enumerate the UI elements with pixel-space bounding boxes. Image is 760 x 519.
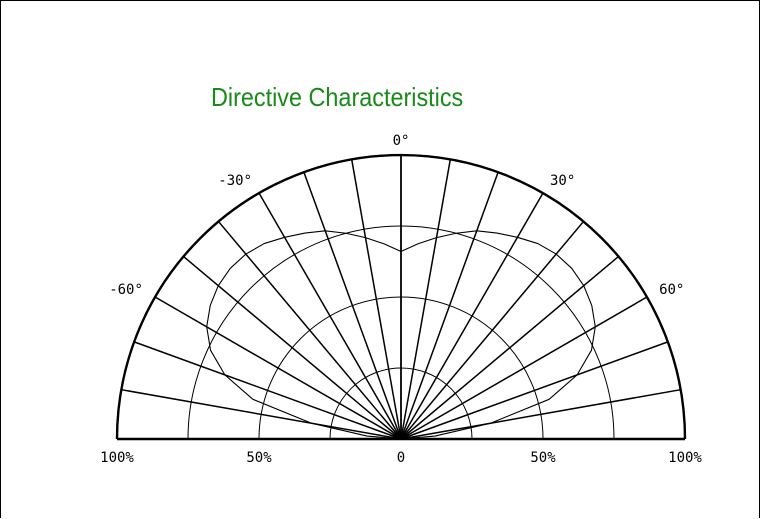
- intensity-curve: [206, 230, 596, 440]
- grid-spoke: [303, 171, 402, 440]
- grid-spoke: [350, 159, 402, 440]
- angle-label: 0°: [393, 133, 410, 149]
- radius-label: 0: [397, 450, 405, 466]
- grid-spoke: [182, 255, 402, 440]
- chart-title: Directive Characteristics: [211, 82, 464, 112]
- grid-spoke: [154, 296, 402, 440]
- grid-spoke: [258, 192, 402, 440]
- grid-spoke: [400, 171, 499, 440]
- radius-label: 100%: [668, 450, 702, 466]
- grid-spoke: [400, 255, 620, 440]
- grid-spoke: [400, 159, 452, 440]
- grid-spokes: [121, 155, 681, 440]
- radius-label: 50%: [246, 450, 272, 466]
- grid-spoke: [217, 220, 402, 440]
- grid-spoke: [400, 296, 648, 440]
- angle-label: -60°: [109, 282, 143, 298]
- angle-label: 30°: [550, 173, 575, 189]
- labels-layer: 0° -30° 30° -60° 60° 100% 50% 0 50% 100%: [100, 133, 702, 466]
- series-layer: [206, 230, 596, 440]
- angle-label: 60°: [659, 282, 684, 298]
- grid-spoke: [121, 388, 402, 440]
- grid-spoke: [400, 388, 681, 440]
- radius-label: 100%: [100, 450, 134, 466]
- angle-label: -30°: [218, 173, 252, 189]
- grid-spoke: [400, 192, 544, 440]
- radius-label: 50%: [530, 450, 556, 466]
- grid-spoke: [400, 220, 585, 440]
- grid-spoke: [133, 341, 402, 440]
- grid-spoke: [400, 341, 669, 440]
